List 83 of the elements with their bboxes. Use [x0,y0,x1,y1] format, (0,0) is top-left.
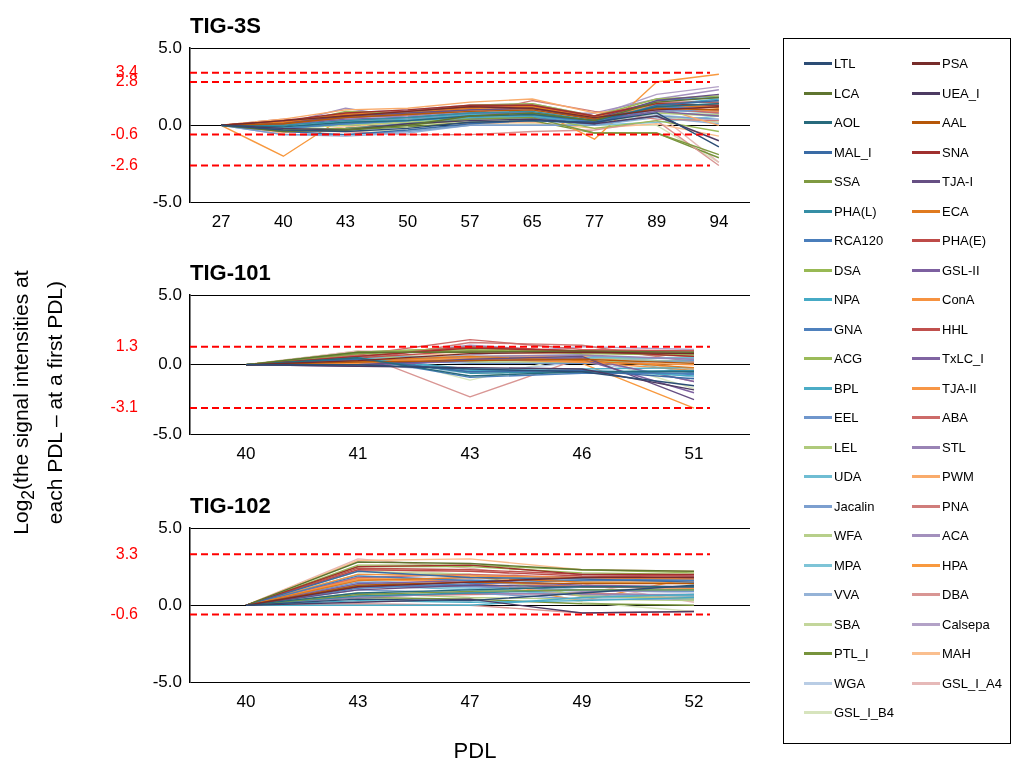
legend-label: WFA [834,528,863,544]
legend-label: ACA [942,528,969,544]
ref-line-label: -0.6 [110,124,139,142]
x-tick-label: 43 [336,212,356,232]
legend-label: SBA [834,616,861,632]
legend-label: LEL [834,439,858,455]
x-tick-label: 47 [460,692,480,712]
legend-label: GSL_I_A4 [942,675,1002,691]
ref-line-label: -2.6 [110,155,139,173]
legend-label: DSA [834,262,861,278]
legend-label: ECA [942,203,969,219]
y-tick-label: -5.0 [152,672,182,692]
legend-label: HPA [942,557,968,573]
legend-label: AAL [942,115,967,131]
x-tick-label: 46 [572,444,592,464]
legend-label: ACG [834,351,863,367]
chart-title: TIG-102 [190,493,271,519]
legend-label: PTL_I [834,646,869,662]
x-tick-label: 89 [647,212,667,232]
legend-label: Jacalin [834,498,875,514]
y-tick-label: -5.0 [152,424,182,444]
legend-label: TxLC_I [942,351,984,367]
ref-line-label: 1.3 [115,337,139,355]
legend-label: VVA [834,587,860,603]
legend-label: AOL [834,115,861,131]
legend-label: PWM [942,469,974,485]
legend-label: GSL_I_B4 [834,705,894,721]
legend-label: SNA [942,144,969,160]
legend-label: WGA [834,675,866,691]
legend-label: PNA [942,498,969,514]
legend-label: RCA120 [834,233,884,249]
x-tick-label: 52 [684,692,704,712]
y-tick-label: 5.0 [158,517,182,537]
y-tick-label: 0.0 [158,114,182,134]
x-tick-label: 43 [348,692,368,712]
legend-label: PHA(E) [942,233,987,249]
ref-line-label: -3.1 [110,398,139,416]
legend-label: SSA [834,174,861,190]
y-tick-label: 5.0 [158,37,182,57]
legend-label: MAL_I [834,144,872,160]
legend-label: NPA [834,292,860,308]
legend-label: TJA-II [942,380,977,396]
x-tick-label: 50 [398,212,418,232]
x-tick-label: 27 [211,212,231,232]
x-tick-label: 40 [236,444,256,464]
y-tick-label: -5.0 [152,192,182,212]
x-tick-label: 65 [522,212,542,232]
x-axis-title: PDL [452,738,498,764]
legend-label: MAH [942,646,971,662]
legend-label: LTL [834,56,856,72]
x-tick-label: 40 [236,692,256,712]
legend-label: UDA [834,469,862,485]
legend-label: DBA [942,587,969,603]
legend-label: GSL-II [942,262,980,278]
ref-line-label: 3.3 [115,544,139,562]
legend-label: STL [942,439,966,455]
legend-label: ABA [942,410,969,426]
legend-label: LCA [834,85,860,101]
legend-label: PSA [942,56,969,72]
legend-label: UEA_I [942,85,980,101]
legend-label: TJA-I [942,174,974,190]
x-tick-label: 57 [460,212,480,232]
legend-label: PHA(L) [834,203,877,219]
y-tick-label: 0.0 [158,594,182,614]
y-tick-label: 0.0 [158,354,182,374]
x-tick-label: 77 [584,212,604,232]
y-tick-label: 5.0 [158,284,182,304]
x-tick-label: 40 [273,212,293,232]
legend-label: EEL [834,410,859,426]
legend-label: BPL [834,380,859,396]
legend-label: HHL [942,321,969,337]
x-tick-label: 41 [348,444,368,464]
legend-label: GNA [834,321,863,337]
legend-label: MPA [834,557,862,573]
chart-title: TIG-3S [190,13,261,39]
x-tick-label: 43 [460,444,480,464]
legend-label: Calsepa [942,616,990,632]
ref-line-label: -0.6 [110,604,139,622]
x-tick-label: 94 [709,212,729,232]
chart-title: TIG-101 [190,260,271,286]
legend-label: ConA [942,292,975,308]
x-tick-label: 51 [684,444,704,464]
x-tick-label: 49 [572,692,592,712]
